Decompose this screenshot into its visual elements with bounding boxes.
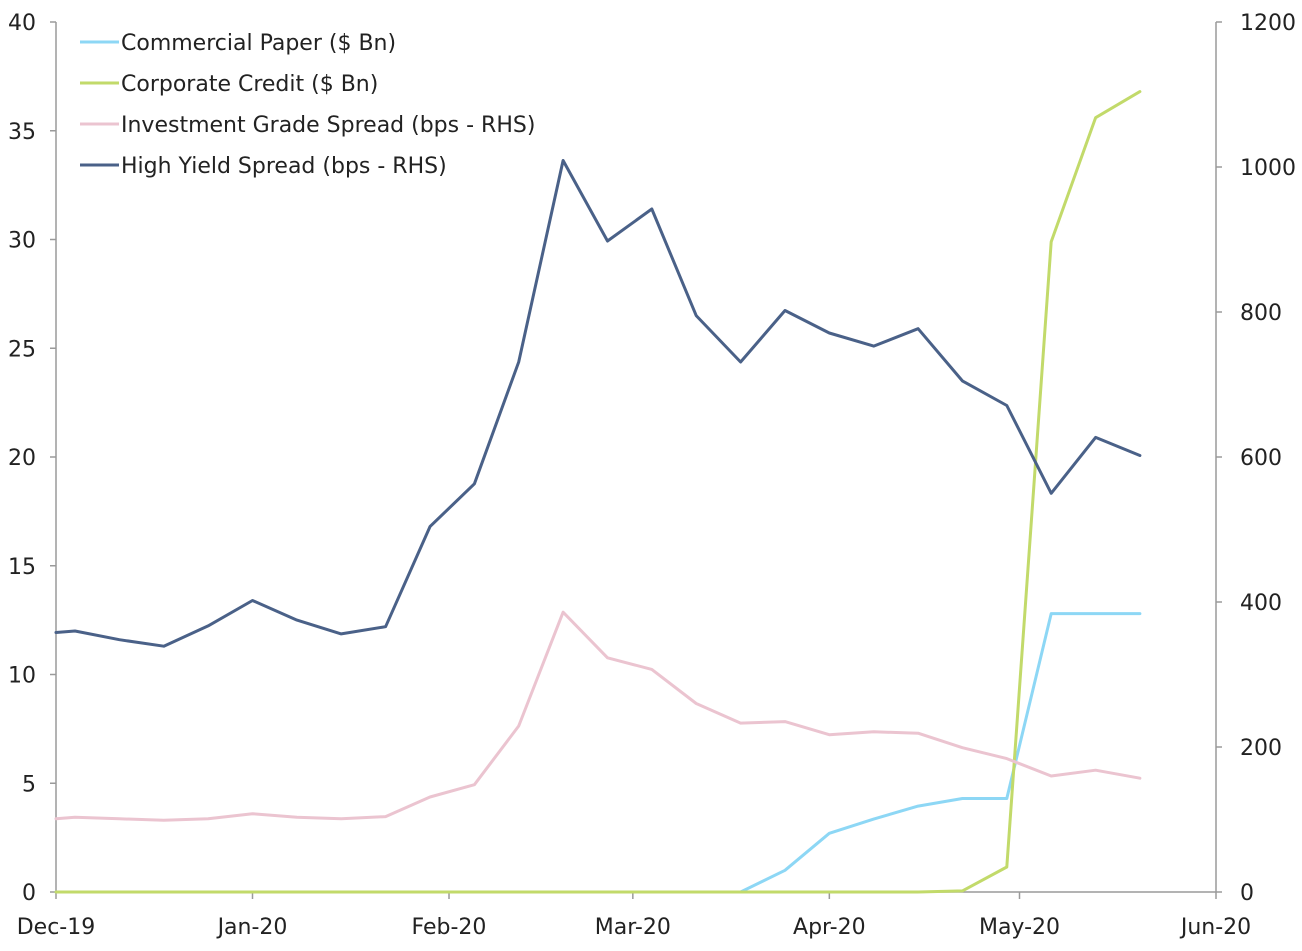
x-tick-label: Mar-20 [595, 915, 671, 940]
y-left-tick-label: 15 [8, 555, 36, 580]
series-line-corporate-credit-bn [54, 90, 1142, 894]
y-left-tick-label: 35 [8, 120, 36, 145]
legend-label-corporate-credit-bn: Corporate Credit ($ Bn) [121, 72, 378, 97]
y-right-tick-label: 600 [1240, 446, 1282, 471]
y-right-tick-label: 1200 [1240, 11, 1296, 36]
x-tick-label: Dec-19 [17, 915, 96, 940]
y-left-tick-label: 5 [22, 772, 36, 797]
legend-label-commercial-paper-bn: Commercial Paper ($ Bn) [121, 31, 396, 56]
y-left-tick-label: 25 [8, 337, 36, 362]
y-left-tick-label: 40 [8, 11, 36, 36]
x-tick-label: May-20 [979, 915, 1060, 940]
y-right-tick-label: 0 [1240, 881, 1254, 906]
y-left-tick-label: 20 [8, 446, 36, 471]
x-tick-label: Apr-20 [793, 915, 866, 940]
series-line-high-yield-spread-bps-rhs [54, 159, 1142, 648]
series-line-investment-grade-spread-bps-rhs [54, 610, 1142, 822]
x-tick-label: Jan-20 [216, 915, 288, 940]
y-axis-left-ticks: 0 5 10 15 20 25 30 35 40 [8, 11, 56, 906]
x-tick-label: Feb-20 [412, 915, 487, 940]
y-left-tick-label: 0 [22, 881, 36, 906]
y-right-tick-label: 400 [1240, 591, 1282, 616]
y-left-tick-label: 10 [8, 664, 36, 689]
legend: Commercial Paper ($ Bn) Corporate Credit … [80, 31, 535, 179]
y-right-tick-label: 800 [1240, 301, 1282, 326]
legend-label-high-yield-spread-bps-rhs: High Yield Spread (bps - RHS) [121, 154, 447, 179]
y-right-tick-label: 1000 [1240, 156, 1296, 181]
series-layer [54, 90, 1142, 894]
x-tick-label: Jun-20 [1179, 915, 1251, 940]
legend-label-investment-grade-spread-bps-rhs: Investment Grade Spread (bps - RHS) [121, 113, 535, 138]
y-right-tick-label: 200 [1240, 736, 1282, 761]
x-axis-ticks: Dec-19 Jan-20 Feb-20 Mar-20 Apr-20 May-20 Jun-… [17, 892, 1251, 940]
y-left-tick-label: 30 [8, 229, 36, 254]
y-axis-right-ticks: 0 200 400 600 800 1000 1200 [1216, 11, 1296, 906]
